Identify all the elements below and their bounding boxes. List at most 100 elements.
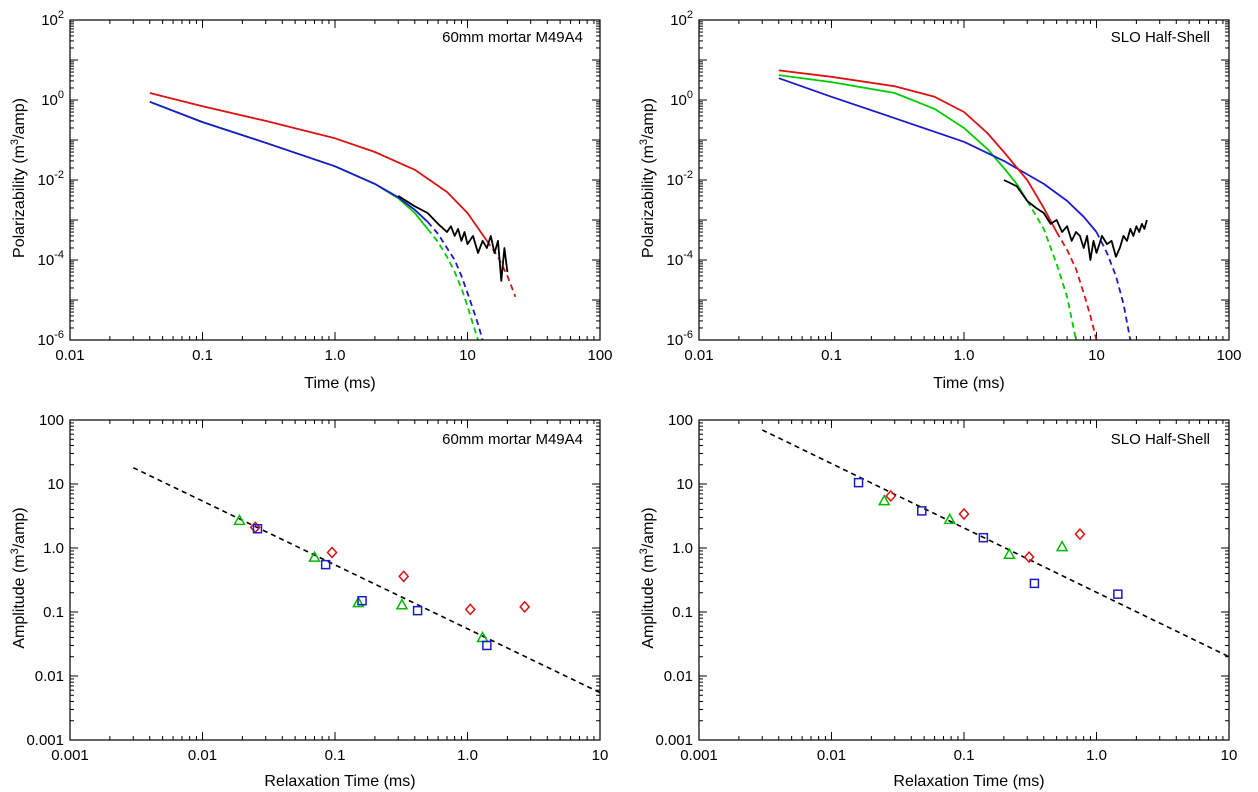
chart-annotation: 60mm mortar M49A4 [442,29,583,46]
diamond-marker [464,603,476,616]
y-tick-base: 10 [670,12,687,29]
triangle-marker [233,513,246,526]
fit-curve-dashed [1055,231,1098,340]
y-axis-label: Polarizability (m3/amp) [9,98,28,258]
y-tick-exponent: 0 [687,89,693,101]
diamond-marker [885,489,897,503]
y-axis-label-tail: /amp) [11,98,28,139]
y-tick-label: 10-2 [38,169,64,189]
y-tick-label: 10 [676,476,693,493]
fit-line [761,429,1229,658]
y-axis-label: Polarizability (m3/amp) [638,98,657,258]
fit-curve-dashed [426,221,484,340]
square-marker [357,595,367,606]
y-axis-label-main: Amplitude (m [11,554,28,648]
plot-area: 0.001 0.01 0.1 1.0 10 0.001 0.01 0.1 1.0 10 100 [655,412,1237,764]
fit-curve-dashed [1095,231,1132,340]
y-tick-exponent: -2 [54,169,64,181]
x-tick-label: 1.0 [325,347,346,364]
y-axis-label-sup: 3 [9,139,21,145]
y-tick-label: 100 [668,412,693,429]
triangle-marker [1003,547,1016,559]
y-tick-base: 10 [667,332,684,349]
fit-curve-dashed [426,228,479,340]
x-axis-label: Time (ms) [933,375,1004,392]
y-tick-exponent: -6 [54,329,64,341]
y-tick-exponent: -4 [683,249,693,261]
y-axis-label-tail: /amp) [640,98,657,139]
square-marker [1029,578,1040,589]
x-axis-label: Time (ms) [304,375,375,392]
y-axis-label-tail: /amp) [11,507,28,548]
x-tick-label: 10 [1221,747,1238,764]
series-line [778,77,1098,233]
y-tick-label: 0.1 [672,604,693,621]
plot-frame [69,19,601,341]
square-marker [482,640,492,651]
y-tick-label: 102 [670,9,693,29]
series-line [778,69,1058,233]
y-tick-label: 0.001 [26,732,64,749]
y-tick-exponent: 2 [687,9,693,21]
x-tick-label: 0.001 [51,747,89,764]
x-tick-label: 0.001 [680,747,718,764]
data-layer [761,429,1229,658]
chart-annotation: 60mm mortar M49A4 [442,431,583,448]
y-tick-label: 1.0 [672,540,693,557]
square-marker [1113,589,1123,599]
data-layer [778,69,1148,340]
series-line [149,92,488,242]
y-axis-label-sup: 3 [9,548,21,554]
y-tick-base: 10 [38,172,55,189]
y-axis-label-main: Polarizability (m [640,145,657,258]
y-tick-label: 100 [670,89,693,109]
fit-line [132,466,600,694]
series-line [778,74,1028,202]
y-tick-label: 10-4 [667,249,693,269]
x-axis-label: Relaxation Time (ms) [893,773,1044,790]
y-tick-exponent: -4 [54,249,64,261]
y-tick-label: 0.01 [35,668,64,685]
triangle-marker [352,596,365,608]
data-layer [132,466,600,694]
y-tick-exponent: -6 [683,329,693,341]
y-tick-base: 10 [667,172,684,189]
x-tick-label: 0.01 [188,747,217,764]
y-tick-label: 10-6 [38,329,64,349]
triangle-marker [943,512,956,525]
series-line [149,100,429,223]
x-tick-label: 0.1 [325,747,346,764]
x-tick-label: 0.01 [684,347,713,364]
diamond-marker [1074,527,1086,541]
y-tick-label: 10-6 [667,329,693,349]
panel-bottom-left: 0.001 0.01 0.1 1.0 10 0.001 0.01 0.1 1.0 10 100 60… [9,412,608,790]
series-line [397,195,509,282]
diamond-marker [519,600,531,614]
x-tick-label: 10 [459,347,476,364]
plot-frame [698,419,1230,741]
plot-area: 0.001 0.01 0.1 1.0 10 0.001 0.01 0.1 1.0 10 100 [26,412,608,764]
x-tick-label: 0.1 [192,347,213,364]
triangle-marker [395,598,409,610]
y-axis-label-tail: /amp) [640,507,657,548]
y-axis-label-main: Amplitude (m [640,554,657,648]
square-marker [412,605,423,616]
y-tick-base: 10 [667,252,684,269]
triangle-marker [308,550,321,562]
y-axis-label-sup: 3 [638,548,650,554]
triangle-marker [877,494,891,506]
y-axis-label: Amplitude (m3/amp) [9,507,28,648]
x-tick-label: 10 [1088,347,1105,364]
diamond-marker [398,570,410,583]
y-tick-label: 0.001 [655,732,693,749]
diamond-marker [326,546,338,559]
x-tick-label: 0.1 [954,747,975,764]
y-tick-label: 0.1 [43,604,64,621]
square-marker [917,506,927,516]
y-tick-base: 10 [41,12,58,29]
y-tick-label: 10-2 [667,169,693,189]
series-line [1003,179,1148,261]
